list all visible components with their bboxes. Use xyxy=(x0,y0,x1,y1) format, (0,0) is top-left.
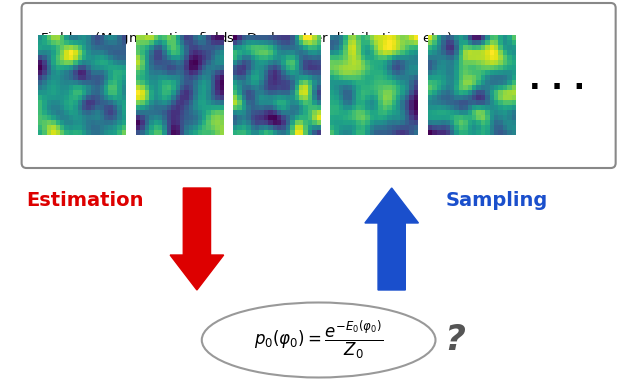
Text: . . .: . . . xyxy=(529,66,586,94)
Ellipse shape xyxy=(202,303,435,378)
Text: $p_0(\varphi_0) = \dfrac{e^{-E_0(\varphi_0)}}{Z_0}$: $p_0(\varphi_0) = \dfrac{e^{-E_0(\varphi… xyxy=(254,319,383,361)
Polygon shape xyxy=(170,188,224,290)
Polygon shape xyxy=(365,188,419,290)
Text: Sampling: Sampling xyxy=(445,190,547,210)
Text: Field $\varphi_0$ (Magnetization fields,  Dark matter distributions, etc.): Field $\varphi_0$ (Magnetization fields,… xyxy=(40,30,453,47)
Text: Estimation: Estimation xyxy=(26,190,143,210)
Text: ?: ? xyxy=(444,323,465,357)
FancyBboxPatch shape xyxy=(22,3,616,168)
